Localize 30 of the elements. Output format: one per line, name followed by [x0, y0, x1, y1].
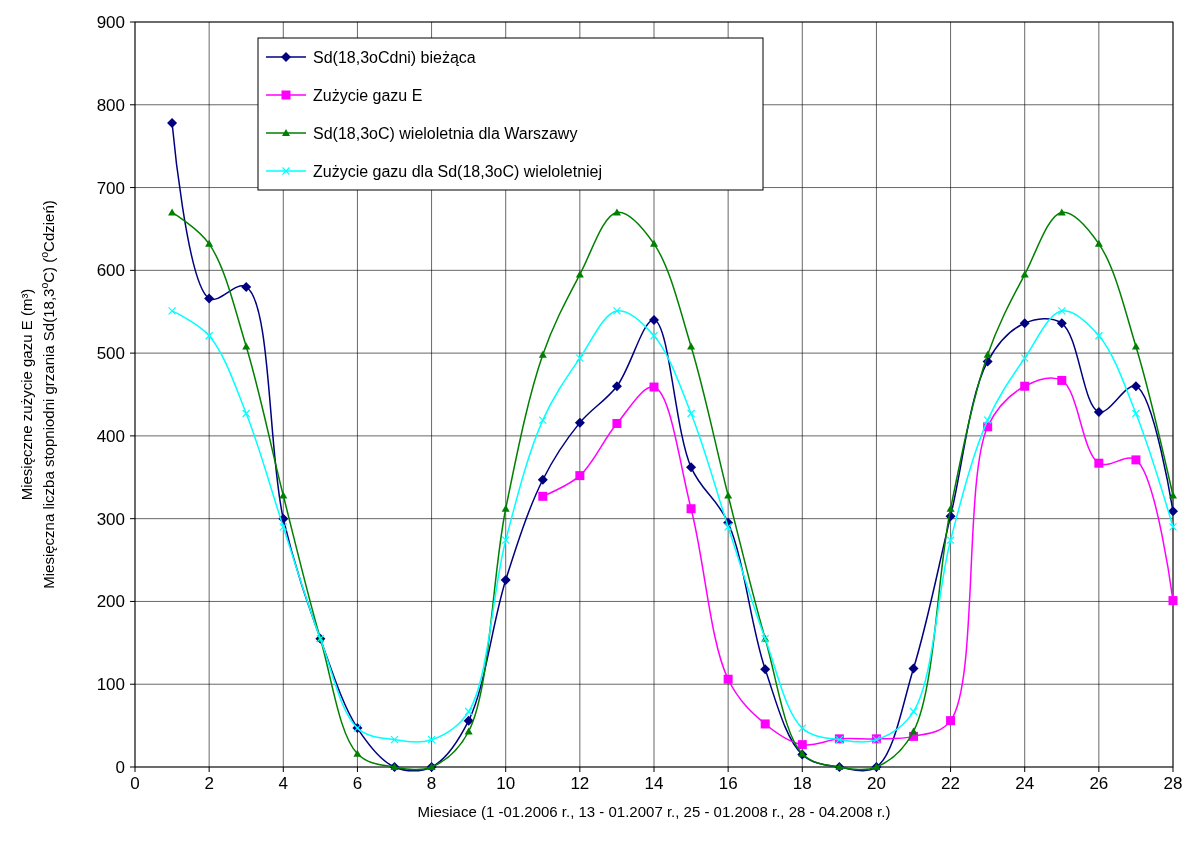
- y-tick-label: 600: [96, 261, 125, 281]
- x-tick-label: 14: [644, 774, 664, 793]
- x-tick-label: 4: [278, 774, 289, 793]
- y-tick-label: 300: [96, 509, 125, 529]
- x-tick-label: 26: [1089, 774, 1109, 793]
- legend-label: Sd(18,3oCdni) bieżąca: [313, 49, 476, 66]
- y-tick-label: 700: [96, 178, 125, 198]
- y-tick-label: 0: [115, 758, 125, 777]
- x-tick-label: 0: [130, 774, 140, 793]
- y-tick-label: 400: [96, 426, 125, 446]
- x-tick-label: 28: [1163, 774, 1183, 793]
- y-tick-label: 100: [96, 675, 125, 695]
- x-axis-title: Miesiace (1 -01.2006 r., 13 - 01.2007 r., 25 - 01.2008 r., 28 - 04.2008 r.): [417, 803, 891, 820]
- y-tick-label: 200: [96, 592, 125, 612]
- x-tick-label: 20: [866, 774, 886, 793]
- x-tick-label: 12: [570, 774, 590, 793]
- x-tick-label: 10: [496, 774, 516, 793]
- x-tick-label: 8: [426, 774, 437, 793]
- y-tick-label: 800: [96, 95, 125, 115]
- x-tick-label: 16: [718, 774, 738, 793]
- y-tick-label: 500: [96, 344, 125, 364]
- x-tick-label: 2: [204, 774, 214, 793]
- legend-label: Sd(18,3oC) wieloletnia dla Warszawy: [313, 125, 578, 142]
- legend-label: Zużycie gazu dla Sd(18,3oC) wieloletniej: [313, 163, 603, 180]
- y-tick-label: 900: [96, 13, 125, 32]
- x-tick-label: 6: [352, 774, 363, 793]
- x-tick-label: 24: [1015, 774, 1035, 793]
- x-tick-label: 18: [792, 774, 812, 793]
- legend-label: Zużycie gazu E: [313, 87, 423, 104]
- x-tick-label: 22: [941, 774, 961, 793]
